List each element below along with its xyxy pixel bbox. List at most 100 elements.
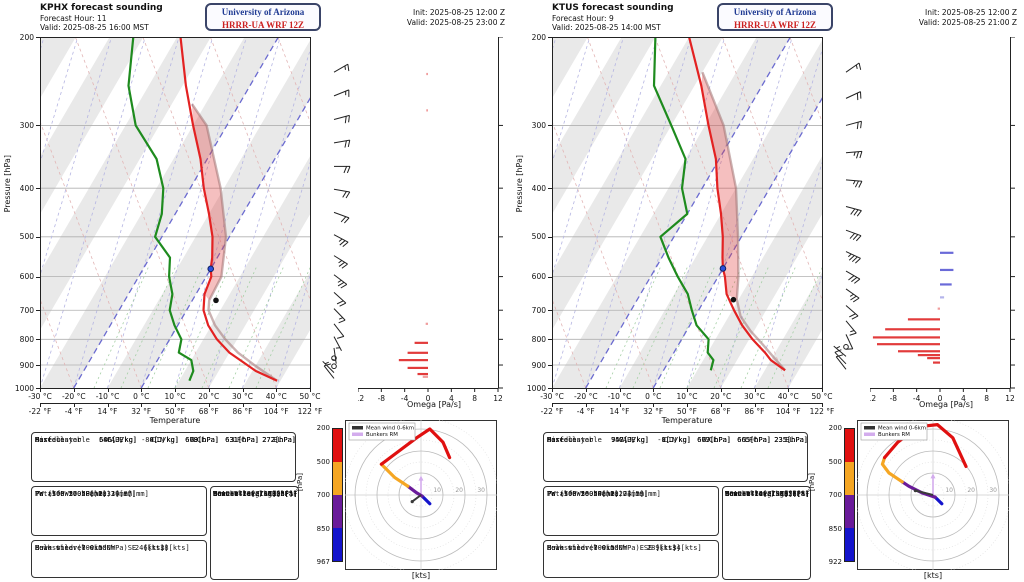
wind-barb-full [854,278,861,284]
table-cell: PW (sfc to 700hPa) [547,490,623,498]
dry-adiabat [721,37,822,301]
table-cell: 56[°F] [276,490,299,498]
fahrenheit-tick [720,403,722,407]
hodo-ring [910,472,956,518]
table-cell: 2.31[mm] [98,490,132,498]
wind-barb-staff [845,91,861,99]
wind-barb-full [324,363,332,367]
hodo-legend-label-mean-wind: Mean wind 0-6km [878,426,926,432]
moist-adiabat [585,37,692,388]
hodograph-trace-red [883,422,968,469]
fahrenheit-tick-label: -4 °F [576,407,595,416]
mean-wind-arrow [915,489,934,496]
table-cell: -1[J/kg] [657,436,691,444]
omega-xtick-label: 0 [426,394,431,403]
pressure-tick [548,388,552,389]
fahrenheit-tick [73,403,75,407]
wind-barb-full [344,140,347,148]
wind-barb-staff [333,211,350,219]
table-cell: 599[hPa] [775,490,810,498]
omega-xtick-label: 4 [961,394,966,403]
wind-barb-staff [333,63,349,73]
wind-barb-staff [845,334,854,350]
fahrenheit-tick [653,403,655,407]
mean-wind-arrowhead [410,500,414,504]
table-cell: ESE [639,544,653,552]
wind-barb-half [344,65,346,70]
skewt-diagram [552,37,823,389]
colorbar-segment [845,429,854,462]
omega-bar [414,341,428,344]
table-row: Freeze level 579[hPa] [213,489,297,500]
wind-barb-staff [845,288,860,299]
wind-barb-full [849,233,856,239]
mean-wind-legend-swatch [864,426,875,430]
table-header-cell: CIN [151,436,165,444]
wind-barb-half [338,238,343,242]
wind-barb-full [348,115,350,123]
fahrenheit-tick-label: -4 °F [64,407,83,416]
fahrenheit-tick [788,403,790,407]
table-cell: Mean wind (700-500hPa) [547,544,640,552]
table-cell: 669[hPa] [185,436,219,444]
hodo-ring [888,450,978,540]
table-cell: Freeze level [213,490,264,498]
moist-adiabat [140,37,247,388]
table-cell: Most unstable [35,436,90,444]
colorbar-tick-label: 700 [828,491,842,499]
freeze-level-dot [207,265,215,273]
table-cell: NW [106,544,116,552]
wind-barb-staff [845,270,861,280]
colorbar-segment [845,528,854,561]
moist-adiabat [619,37,726,388]
fahrenheit-tick [310,403,311,407]
skewt-diagram [40,37,311,389]
pressure-tick-label: 700 [19,305,34,315]
pressure-tick-label: 300 [531,120,546,130]
pressure-tick [36,188,40,190]
table-cell: 235[hPa] [774,436,808,444]
fahrenheit-tick-label: -22 °F [540,407,564,416]
wind-barb-full [858,62,862,70]
omega-xtick-label: 12 [493,394,503,403]
pressure-tick [36,37,40,38]
fahrenheit-tick-label: 68 °F [198,407,219,416]
dry-adiabat [552,298,587,388]
pressure-tick [36,339,40,341]
table-cell: Mean W [213,490,239,498]
omega-bar [398,359,428,362]
wind-barb-full [851,276,858,283]
pressure-tick-label: 700 [531,305,546,315]
celsius-tick [619,388,621,392]
table-cell: Lowest level T [725,490,785,498]
wind-barb-full [852,297,860,303]
university-badge: University of Arizona HRRR-UA WRF 12Z [205,3,321,31]
dry-adiabat [40,120,142,388]
table-cell: Mean W [725,490,751,498]
table-cell: PW (500-200hPa) [547,490,611,498]
isotherm-band [40,37,76,99]
celsius-tick-label: -30 °C [540,392,564,401]
celsius-tick-label: 30 °C [232,392,253,401]
wind-barb-staff [333,89,350,97]
hodo-legend-label-bunkers: Bunkers RM [878,432,910,438]
fahrenheit-tick-label: 32 °F [643,407,664,416]
table-row: Lowest level T 103[°F] [213,489,298,500]
celsius-tick-label: -20 °C [61,392,86,401]
pressure-colorbar [332,428,343,562]
celsius-tick-label: 50 °C [299,392,321,401]
wind-barb-staff [323,365,335,379]
hodo-ring [866,428,1000,562]
isotherm-band [40,37,279,388]
table-cell: Total PW [547,490,581,498]
celsius-tick [310,388,311,392]
pressure-tick-label: 500 [19,232,34,242]
hodo-ring-label: 30 [989,487,997,494]
table-row: Mixed layer 758[J/kg] -1[J/kg] 679[hPa] 665[… [547,435,807,446]
omega-axis-label: Omega [Pa/s] [406,400,461,409]
colorbar-tick-label: 500 [316,457,330,466]
pressure-tick-label: 900 [19,360,34,370]
parcel-table: Parcel CAPE CIN LCL LFC EL Surface 947[J/kg] 0[J… [543,432,808,482]
table-cell: Lowest level RH [213,490,277,498]
